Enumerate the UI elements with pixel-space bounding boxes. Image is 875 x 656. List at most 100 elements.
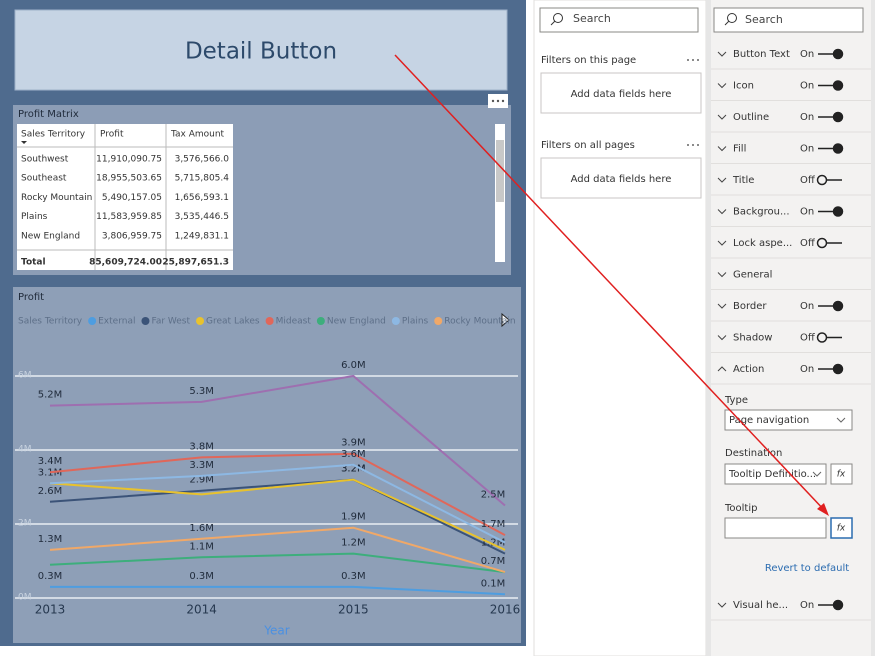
legend-label: Far West [151,317,190,327]
data-label: 1.2M [341,538,366,549]
table-cell: 1,656,593.1 [175,193,229,203]
data-label: 3.2M [341,464,366,475]
format-card[interactable] [711,133,871,164]
detail-button[interactable] [14,9,508,91]
x-tick-label: 2016 [490,603,521,617]
arrow-head [817,503,829,516]
table-cell: Plains [21,212,48,222]
legend-swatch [316,317,325,325]
text-input[interactable] [724,517,827,539]
format-card[interactable] [711,102,871,132]
format-card[interactable] [711,322,871,353]
legend-label: External [98,317,135,327]
toggle-knob[interactable] [816,332,828,343]
ellipsis-icon [491,99,505,103]
search-text: Search [573,12,611,25]
card-label: Icon [733,81,754,92]
toggle-knob[interactable] [832,599,844,611]
format-card[interactable] [711,39,871,69]
drop-zone-text: Add data fields here [571,89,672,100]
card-label: Lock aspe... [733,238,792,249]
drop-zone[interactable] [540,72,702,114]
table-cell: 18,955,503.65 [96,174,162,184]
divider [706,0,711,656]
dropdown-arrow [836,417,846,423]
ellipsis-icon [687,59,689,61]
format-card[interactable] [711,259,871,290]
toggle-knob[interactable] [832,300,844,312]
format-card[interactable] [711,70,871,101]
ellipsis-icon [697,59,699,61]
card-label: Backgrou... [733,207,790,218]
scroll-thumb[interactable] [496,140,504,202]
x-axis-title: Year [263,624,289,638]
chevron [717,114,727,120]
data-label: 3.1M [38,467,63,478]
data-label: 1.1M [189,541,214,552]
total-cell: 25,897,651.3 [162,258,229,268]
format-card[interactable] [711,228,871,258]
toggle-knob[interactable] [816,237,828,249]
fx-button[interactable] [830,517,853,539]
fx-button[interactable] [830,463,853,485]
x-tick-label: 2013 [35,603,66,617]
toggle-state: Off [800,238,816,249]
column-header: Sales Territory [21,130,86,140]
data-label: 3.8M [189,441,214,452]
filter-search[interactable] [539,7,699,33]
chevron [717,240,727,246]
format-card[interactable] [711,291,871,321]
scrollbar [871,0,875,656]
y-tick-label: 0M [18,593,32,603]
data-label: 1.2M [481,538,506,549]
toggle-knob[interactable] [832,48,844,60]
toggle-state: On [800,49,814,60]
chevron [717,366,727,372]
toggle-knob[interactable] [832,111,844,123]
annotation-arrow [394,54,827,513]
dropdown[interactable] [724,463,827,485]
table-cell: 11,910,090.75 [96,155,162,165]
legend-swatch [391,317,400,325]
toggle-knob[interactable] [832,363,844,375]
toggle-knob[interactable] [832,206,844,217]
table-cell: 5,715,805.4 [175,174,230,184]
toggle-knob[interactable] [832,143,844,154]
toggle-state: On [800,207,814,218]
chevron [717,177,727,183]
ellipsis-icon [692,144,694,146]
toggle-knob[interactable] [832,80,844,91]
table-cell: 3,806,959.75 [102,231,162,241]
legend-label: Rocky Mountain [444,317,515,327]
format-card[interactable] [711,590,871,620]
data-label: 1.7M [481,519,506,530]
legend-next[interactable] [501,312,510,328]
data-label: 3.2M [341,464,366,475]
column-header: Tax Amount [170,130,225,140]
table-cell: Rocky Mountain [21,193,92,203]
series-line [50,585,506,596]
revert-link[interactable]: Revert to default [765,563,849,574]
x-tick-label: 2015 [338,603,369,617]
legend-label: Great Lakes [206,317,260,327]
search-icon [727,13,737,23]
format-card[interactable] [711,354,871,384]
format-search[interactable] [713,7,864,33]
chevron [717,51,727,57]
dropdown[interactable] [724,409,853,431]
chart-title: Profit [18,292,44,303]
data-label: 1.3M [38,534,63,545]
matrix-table [17,124,233,270]
format-card[interactable] [711,196,871,227]
format-card[interactable] [711,165,871,195]
matrix-title: Profit Matrix [18,109,79,120]
fx-text: fx [837,524,846,534]
drop-zone[interactable] [540,157,702,199]
y-tick-label: 2M [18,519,32,529]
toggle-knob[interactable] [816,174,828,186]
filter-heading: Filters on this page [541,55,636,66]
ellipsis-icon [687,144,689,146]
chevron [717,83,727,89]
data-label: 0.1M [481,578,506,589]
toggle-state: On [800,144,814,155]
